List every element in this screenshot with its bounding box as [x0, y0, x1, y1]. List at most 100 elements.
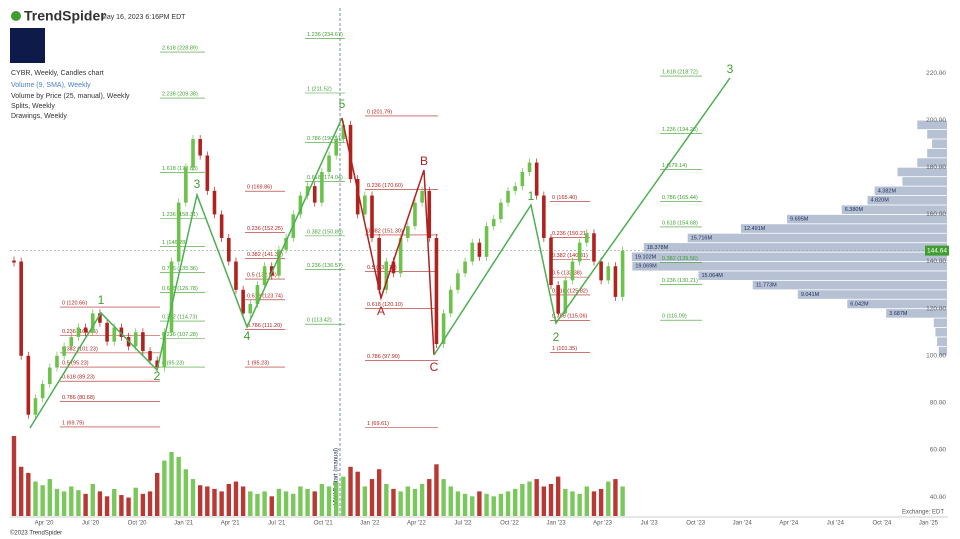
volume-bar — [190, 479, 196, 516]
fib-label: 0.618 (174.04) — [307, 175, 343, 181]
wave-label: 3 — [194, 177, 201, 191]
volume-bar — [90, 484, 95, 516]
volume-bar — [470, 496, 475, 516]
candle — [556, 285, 560, 314]
candle — [370, 195, 374, 238]
candle — [499, 202, 503, 220]
candle — [48, 367, 52, 385]
candle — [506, 190, 510, 203]
candle — [169, 261, 174, 333]
volume-bar — [534, 479, 539, 516]
volume-profile-bar — [902, 177, 947, 186]
candle — [420, 190, 424, 203]
fib-label: 1.236 (234.67) — [307, 32, 343, 38]
wave-line — [29, 117, 343, 429]
volume-bar — [606, 481, 611, 516]
fib-label: 0.618 (120.10) — [367, 302, 403, 308]
volume-bar — [441, 479, 446, 516]
volume-bar — [384, 484, 389, 516]
candle — [33, 398, 38, 415]
volume-bar — [298, 486, 303, 516]
volume-bar — [276, 488, 282, 516]
volume-profile-bar — [917, 120, 947, 130]
volume-bar — [11, 436, 17, 516]
volume-profile-bar — [643, 243, 947, 252]
wave-label: 2 — [154, 369, 161, 383]
volume-bar — [133, 487, 138, 516]
legend-item: Drawings, Weekly — [11, 113, 67, 120]
volume-bar — [197, 485, 203, 516]
volume-bar — [255, 493, 260, 516]
volume-profile-label: 11.773M — [756, 283, 777, 289]
volume-bar — [47, 479, 52, 516]
volume-profile-bar — [797, 290, 947, 299]
fib-label: 1.618 (218.72) — [662, 70, 698, 76]
volume-bar — [126, 497, 131, 516]
x-tick-label: Oct '24 — [872, 521, 891, 527]
fib-label: 0 (115.09) — [662, 314, 687, 320]
candle — [184, 167, 188, 203]
volume-profile-label: 6.042M — [850, 301, 869, 307]
volume-bar — [412, 488, 418, 516]
volume-bar — [140, 493, 146, 516]
volume-bar — [405, 486, 410, 516]
candle — [327, 155, 331, 172]
fib-label: 0.382 (140.81) — [552, 253, 588, 259]
candle — [406, 226, 410, 238]
price-tag-box — [925, 245, 949, 256]
volume-bar — [97, 491, 103, 516]
volume-profile-bar — [632, 261, 947, 271]
volume-bar — [233, 481, 239, 516]
volume-bar — [541, 486, 547, 516]
y-tick-label: 160.00 — [926, 211, 946, 218]
volume-bar — [104, 496, 110, 516]
brand-icon — [11, 11, 21, 21]
volume-profile-bar — [847, 299, 947, 309]
fib-label: 0.618 (89.23) — [62, 375, 95, 381]
fib-label: 0 (169.86) — [247, 185, 272, 191]
candle — [542, 195, 546, 238]
copyright: ©2023 TrendSpider — [10, 530, 62, 537]
volume-profile-label: 15.716M — [691, 235, 713, 241]
volume-profile-bar — [927, 129, 947, 139]
candle — [527, 162, 532, 172]
fib-label: 1 (211.52) — [307, 86, 332, 92]
volume-bar — [155, 472, 160, 516]
fib-label: 0 (113.42) — [307, 318, 332, 324]
volume-profile-bar — [886, 309, 947, 318]
candle — [355, 179, 360, 215]
candle — [277, 249, 281, 276]
fib-label: 0.236 (150.21) — [552, 231, 588, 237]
volume-bar — [54, 488, 60, 516]
volume-bar — [40, 485, 45, 516]
candle — [341, 124, 346, 140]
candle — [76, 327, 81, 337]
fib-label: 0.5 (133.38) — [552, 271, 582, 277]
y-tick-label: 200.00 — [926, 117, 946, 124]
candle — [320, 171, 324, 203]
volume-bar — [391, 488, 396, 516]
volume-bar — [591, 491, 597, 516]
volume-bar — [455, 491, 461, 516]
candle — [377, 237, 381, 290]
volume-bar — [427, 479, 432, 516]
volume-bar — [577, 493, 582, 516]
fib-label: 0.382 (139.56) — [662, 256, 698, 262]
fib-label: 0.786 (165.44) — [662, 195, 698, 201]
legend-item: Volume (9, SMA), Weekly — [11, 82, 91, 89]
candle — [12, 260, 16, 263]
candle — [413, 202, 417, 227]
wave-line — [433, 77, 731, 356]
volume-bar — [76, 490, 81, 516]
x-tick-label: Jan '22 — [360, 521, 380, 527]
volume-profile-label: 19.102M — [635, 254, 657, 260]
timestamp: May 16, 2023 6:16PM EDT — [101, 14, 186, 21]
candle — [448, 289, 453, 314]
x-tick-label: Oct '21 — [314, 521, 333, 527]
fib-label: 0.236 (136.57) — [307, 263, 343, 269]
volume-profile-label: 9.695M — [790, 217, 809, 223]
candle — [219, 214, 224, 238]
fib-label: 1 (95.23) — [247, 360, 269, 366]
candle — [205, 155, 210, 191]
candle — [55, 355, 59, 368]
